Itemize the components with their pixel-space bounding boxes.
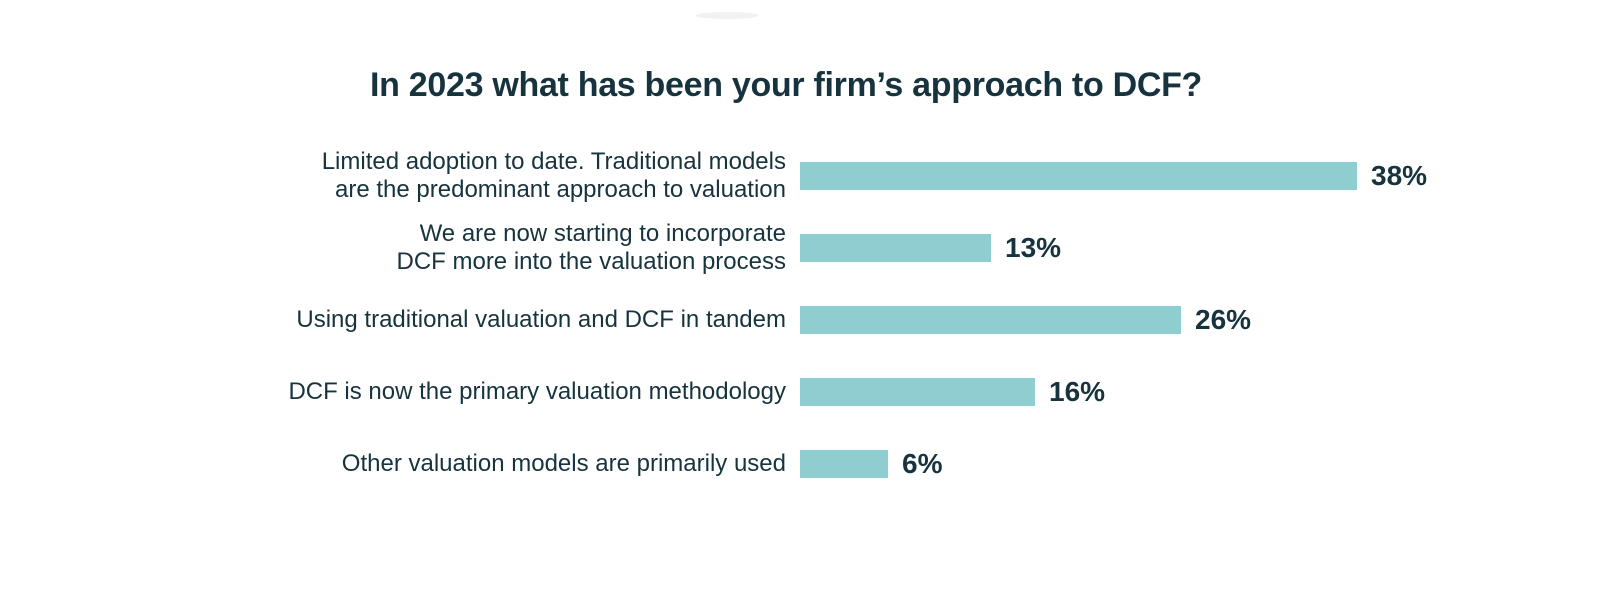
bar-row: Using traditional valuation and DCF in t… — [0, 290, 1251, 350]
category-label: Using traditional valuation and DCF in t… — [296, 306, 786, 333]
bar — [800, 162, 1357, 190]
category-label: Limited adoption to date. Traditional mo… — [321, 148, 786, 203]
category-label: We are now starting to incorporate DCF mo… — [396, 220, 786, 275]
value-label: 13% — [1005, 232, 1062, 263]
faint-smudge — [695, 12, 759, 19]
bar-row: Other valuation models are primarily use… — [0, 434, 943, 494]
bar-row: DCF is now the primary valuation methodo… — [0, 362, 1105, 422]
bar — [800, 450, 888, 478]
bar — [800, 378, 1035, 406]
value-label: 16% — [1049, 376, 1106, 407]
bar — [800, 234, 991, 262]
value-label: 38% — [1371, 160, 1428, 191]
value-label: 26% — [1195, 304, 1252, 335]
category-label: Other valuation models are primarily use… — [341, 450, 786, 477]
bar-row: Limited adoption to date. Traditional mo… — [0, 146, 1427, 206]
bar-row: We are now starting to incorporate DCF mo… — [0, 218, 1061, 278]
chart-title: In 2023 what has been your firm’s approa… — [369, 66, 1203, 104]
category-label: DCF is now the primary valuation methodo… — [288, 378, 786, 405]
value-label: 6% — [902, 448, 943, 479]
bar — [800, 306, 1181, 334]
